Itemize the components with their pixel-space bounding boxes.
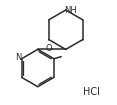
Text: HCl: HCl xyxy=(83,87,100,97)
Text: N: N xyxy=(16,53,22,62)
Text: O: O xyxy=(46,44,53,53)
Text: NH: NH xyxy=(64,6,77,14)
